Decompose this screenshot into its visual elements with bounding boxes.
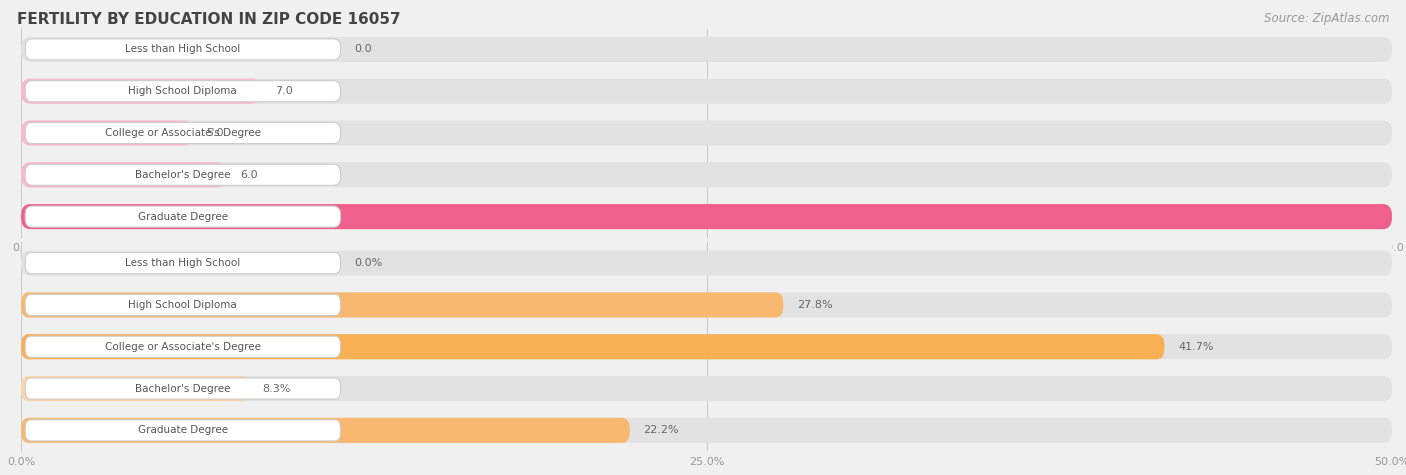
FancyBboxPatch shape [25, 336, 340, 357]
Text: Graduate Degree: Graduate Degree [138, 211, 228, 222]
FancyBboxPatch shape [21, 334, 1164, 359]
FancyBboxPatch shape [21, 334, 1392, 359]
Text: Less than High School: Less than High School [125, 258, 240, 268]
Text: College or Associate's Degree: College or Associate's Degree [105, 342, 262, 352]
FancyBboxPatch shape [25, 420, 340, 441]
Text: Bachelor's Degree: Bachelor's Degree [135, 170, 231, 180]
Text: 0.0%: 0.0% [354, 258, 382, 268]
FancyBboxPatch shape [25, 81, 340, 102]
FancyBboxPatch shape [25, 164, 340, 185]
Text: College or Associate's Degree: College or Associate's Degree [105, 128, 262, 138]
FancyBboxPatch shape [21, 376, 1392, 401]
FancyBboxPatch shape [21, 121, 193, 145]
FancyBboxPatch shape [21, 79, 1392, 104]
Text: 5.0: 5.0 [207, 128, 224, 138]
FancyBboxPatch shape [21, 418, 630, 443]
Text: Source: ZipAtlas.com: Source: ZipAtlas.com [1264, 12, 1389, 25]
Text: 7.0: 7.0 [274, 86, 292, 96]
Text: FERTILITY BY EDUCATION IN ZIP CODE 16057: FERTILITY BY EDUCATION IN ZIP CODE 16057 [17, 12, 401, 27]
Text: 8.3%: 8.3% [263, 383, 291, 394]
FancyBboxPatch shape [21, 204, 1392, 229]
FancyBboxPatch shape [25, 294, 340, 315]
Text: Graduate Degree: Graduate Degree [138, 425, 228, 436]
FancyBboxPatch shape [21, 121, 1392, 145]
FancyBboxPatch shape [21, 293, 783, 317]
Text: Bachelor's Degree: Bachelor's Degree [135, 383, 231, 394]
FancyBboxPatch shape [21, 37, 1392, 62]
FancyBboxPatch shape [21, 418, 1392, 443]
Text: 27.8%: 27.8% [797, 300, 832, 310]
FancyBboxPatch shape [25, 39, 340, 60]
Text: High School Diploma: High School Diploma [128, 300, 238, 310]
FancyBboxPatch shape [25, 206, 340, 227]
FancyBboxPatch shape [21, 376, 249, 401]
FancyBboxPatch shape [21, 162, 1392, 187]
Text: 22.2%: 22.2% [644, 425, 679, 436]
FancyBboxPatch shape [25, 253, 340, 274]
Text: 0.0: 0.0 [354, 44, 371, 55]
Text: 6.0: 6.0 [240, 170, 259, 180]
FancyBboxPatch shape [25, 378, 340, 399]
FancyBboxPatch shape [25, 123, 340, 143]
FancyBboxPatch shape [21, 251, 1392, 276]
FancyBboxPatch shape [21, 293, 1392, 317]
FancyBboxPatch shape [21, 204, 1392, 229]
Text: Less than High School: Less than High School [125, 44, 240, 55]
FancyBboxPatch shape [21, 162, 226, 187]
FancyBboxPatch shape [21, 79, 262, 104]
Text: High School Diploma: High School Diploma [128, 86, 238, 96]
Text: 41.7%: 41.7% [1178, 342, 1213, 352]
